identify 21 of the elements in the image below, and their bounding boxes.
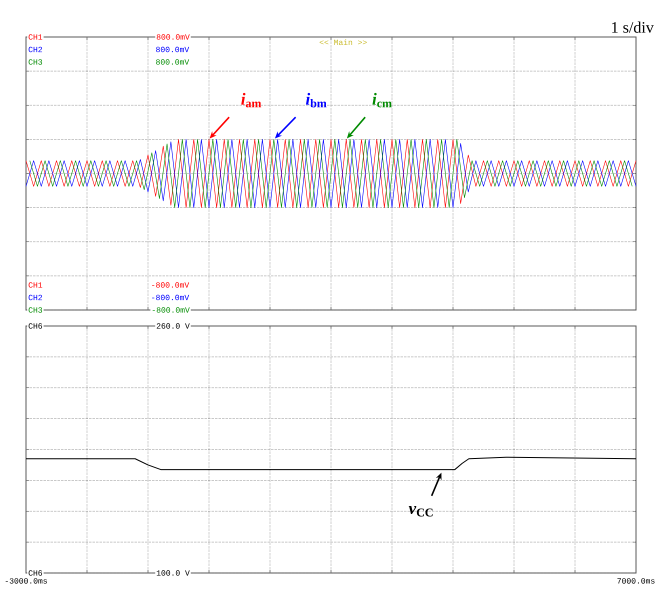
series-label: i$_{am}$	[241, 92, 262, 108]
x-tick-label: 7000.0ms	[617, 578, 655, 584]
legend-label: v$_{CC}$	[408, 506, 433, 516]
annotation: CH3	[28, 307, 42, 313]
text: CH2 800.0mV	[28, 46, 190, 52]
annotation: CH6	[28, 323, 42, 329]
text: CH3 800.0mV	[28, 59, 190, 65]
text: CH1 -800.0mV	[28, 282, 190, 288]
y-tick-label: 800.0mV	[156, 34, 190, 40]
y-tick-label: 100.0 V	[156, 570, 190, 576]
annotation: << Main >>	[320, 39, 367, 46]
text: CH2 -800.0mV	[28, 294, 190, 300]
annotation: CH6	[28, 570, 42, 576]
annotation: CH1	[28, 34, 42, 40]
y-tick-label: 260.0 V	[156, 323, 190, 329]
series-label: i$_{cm}$	[372, 92, 392, 108]
line-series	[26, 456, 637, 470]
series-label: i$_{bm}$	[306, 92, 327, 108]
x-tick-label: -3000.0ms	[6, 578, 47, 584]
y-tick-label: -800.0mV	[152, 307, 190, 313]
text: 1 s/div	[612, 22, 654, 33]
